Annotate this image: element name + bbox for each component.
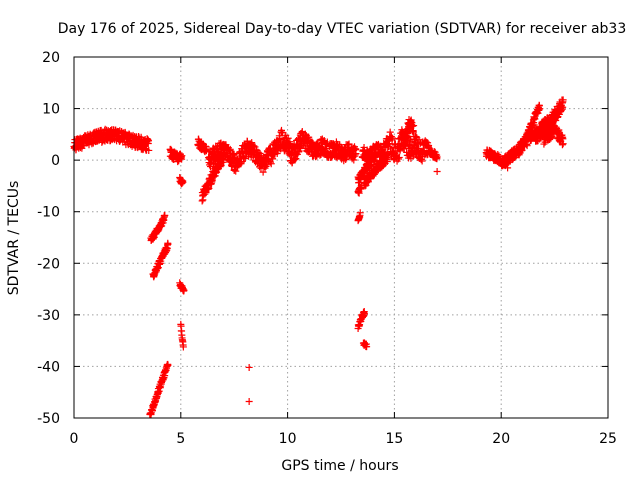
data-point [399, 144, 407, 152]
y-tick-label: 20 [42, 50, 60, 66]
data-point [179, 178, 187, 186]
axis-ticks [73, 56, 609, 419]
data-point [269, 155, 277, 163]
data-point [523, 142, 531, 150]
data-point [164, 361, 172, 369]
data-point [178, 152, 186, 160]
data-point [164, 240, 172, 248]
x-axis-label: GPS time / hours [281, 458, 398, 474]
x-tick-label: 10 [279, 431, 297, 447]
data-point [251, 143, 259, 151]
data-point [433, 153, 441, 161]
data-point [230, 166, 238, 174]
x-tick-label: 15 [385, 431, 403, 447]
x-tick-label: 0 [70, 431, 79, 447]
y-tick-label: -20 [37, 256, 60, 272]
grid [74, 57, 608, 418]
data-point [390, 148, 398, 156]
data-point [161, 211, 169, 219]
x-tick-labels: 0 5 10 15 20 25 [70, 431, 617, 447]
data-point [245, 363, 253, 371]
y-tick-label: -50 [37, 411, 60, 427]
data-point [226, 145, 234, 153]
data-point [360, 310, 368, 318]
data-point [345, 140, 353, 148]
data-point [208, 177, 216, 185]
data-point [305, 133, 313, 141]
x-tick-label: 20 [492, 431, 510, 447]
data-point [558, 141, 566, 149]
data-point [180, 286, 188, 294]
data-point [356, 209, 364, 217]
data-point [409, 128, 417, 136]
data-point [395, 154, 403, 162]
y-tick-labels: -50 -40 -30 -20 -10 0 10 20 [37, 50, 60, 427]
plot-frame [73, 56, 609, 419]
data-point [433, 167, 441, 175]
data-point [232, 167, 240, 175]
data-point [363, 343, 371, 351]
data-point [504, 164, 512, 172]
data-point [371, 152, 379, 160]
data-point [352, 150, 360, 158]
data-point [259, 168, 267, 176]
data-point [261, 164, 269, 172]
data-point [386, 128, 394, 136]
data-point [267, 160, 275, 168]
y-tick-label: 10 [42, 102, 60, 118]
data-point [145, 146, 153, 154]
data-point [395, 155, 403, 163]
data-point [210, 159, 218, 167]
y-tick-label: -30 [37, 308, 60, 324]
data-point [357, 182, 365, 190]
data-point [559, 140, 567, 148]
x-tick-label: 25 [599, 431, 617, 447]
data-point [179, 343, 187, 351]
data-point [389, 134, 397, 142]
data-points [70, 96, 567, 419]
data-point [410, 122, 418, 130]
data-point [145, 137, 153, 145]
data-point [536, 105, 544, 113]
data-point [383, 158, 391, 166]
y-axis-label: SDTVAR / TECUs [6, 181, 22, 296]
data-point [308, 138, 316, 146]
data-point [559, 96, 567, 104]
y-tick-label: 0 [51, 153, 60, 169]
y-tick-label: -40 [37, 359, 60, 375]
x-tick-label: 5 [176, 431, 185, 447]
y-tick-label: -10 [37, 205, 60, 221]
data-point [245, 397, 253, 405]
chart-title: Day 176 of 2025, Sidereal Day-to-day VTE… [58, 21, 627, 37]
